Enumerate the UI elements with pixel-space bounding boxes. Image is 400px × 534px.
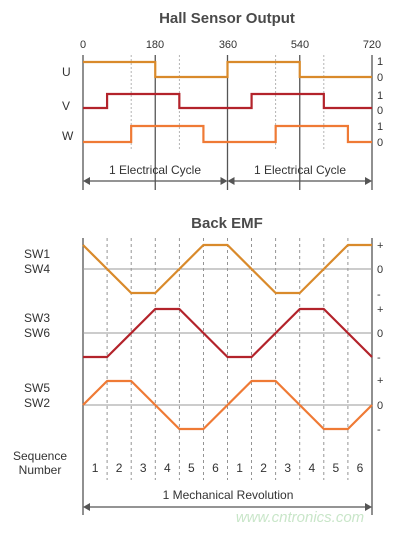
emf-wave-3: [82, 379, 373, 431]
emf-label-sw1: SW1: [24, 247, 50, 261]
signal-label-w: W: [62, 129, 74, 143]
angle-label-180: 180: [146, 39, 164, 51]
hall-wave-u: [83, 60, 372, 79]
hall-wave-w: [83, 124, 372, 144]
revolution-arrow-head-left: [83, 503, 90, 511]
emf-wave-1: [82, 243, 372, 295]
angle-label-720: 720: [363, 39, 381, 51]
sequence-number-9: 3: [284, 461, 291, 475]
sequence-number-1: 1: [92, 461, 99, 475]
sequence-number-12: 6: [357, 461, 364, 475]
emf-title: Back EMF: [191, 215, 263, 232]
hall-waveforms: [83, 60, 372, 144]
emf-wave-2: [83, 307, 373, 359]
sequence-number-7: 1: [236, 461, 243, 475]
emf-label-sw2: SW2: [24, 396, 50, 410]
signal-label-v: V: [62, 99, 70, 113]
v-low-label: 0: [377, 105, 383, 117]
hall-wave-v: [83, 92, 372, 110]
emf1-minus: -: [377, 289, 381, 301]
angle-label-0: 0: [80, 39, 86, 51]
sequence-label-line2: Number: [19, 463, 62, 477]
cycle-label-2: 1 Electrical Cycle: [254, 163, 346, 177]
emf-label-sw6: SW6: [24, 326, 50, 340]
angle-label-540: 540: [291, 39, 309, 51]
emf-grid: [82, 238, 373, 515]
cycle-arrow-1-head-right: [220, 177, 228, 185]
watermark: www.cntronics.com: [236, 509, 364, 526]
sequence-label-line1: Sequence: [13, 449, 67, 463]
u-high-label: 1: [377, 56, 383, 68]
emf-label-sw5: SW5: [24, 381, 50, 395]
cycle-arrows: [83, 177, 372, 185]
emf-label-sw3: SW3: [24, 311, 50, 325]
sequence-number-8: 2: [260, 461, 267, 475]
cycle-arrow-2-head-right: [365, 177, 372, 185]
cycle-arrow-1-head-left: [83, 177, 90, 185]
sequence-number-4: 4: [164, 461, 171, 475]
v-high-label: 1: [377, 90, 383, 102]
revolution-arrow: [83, 503, 372, 511]
sequence-numbers: 1 2 3 4 5 6 1 2 3 4 5 6: [92, 461, 364, 475]
emf2-minus: -: [377, 352, 381, 364]
w-low-label: 0: [377, 137, 383, 149]
revolution-label: 1 Mechanical Revolution: [163, 488, 294, 502]
cycle-arrow-2-head-left: [227, 177, 235, 185]
u-low-label: 0: [377, 72, 383, 84]
cycle-label-1: 1 Electrical Cycle: [109, 163, 201, 177]
revolution-arrow-head-right: [365, 503, 372, 511]
emf-label-sw4: SW4: [24, 262, 50, 276]
angle-label-360: 360: [219, 39, 237, 51]
emf-waveforms: [82, 243, 373, 431]
sequence-number-11: 5: [333, 461, 340, 475]
emf3-plus: +: [377, 375, 383, 387]
emf1-plus: +: [377, 240, 383, 252]
sequence-number-10: 4: [308, 461, 315, 475]
emf3-zero: 0: [377, 400, 383, 412]
sequence-number-3: 3: [140, 461, 147, 475]
sequence-number-2: 2: [116, 461, 123, 475]
hall-title: Hall Sensor Output: [159, 10, 295, 27]
emf2-zero: 0: [377, 328, 383, 340]
sequence-number-6: 6: [212, 461, 219, 475]
emf3-minus: -: [377, 424, 381, 436]
signal-label-u: U: [62, 65, 71, 79]
w-high-label: 1: [377, 121, 383, 133]
emf2-plus: +: [377, 304, 383, 316]
sequence-number-5: 5: [188, 461, 195, 475]
emf1-zero: 0: [377, 264, 383, 276]
